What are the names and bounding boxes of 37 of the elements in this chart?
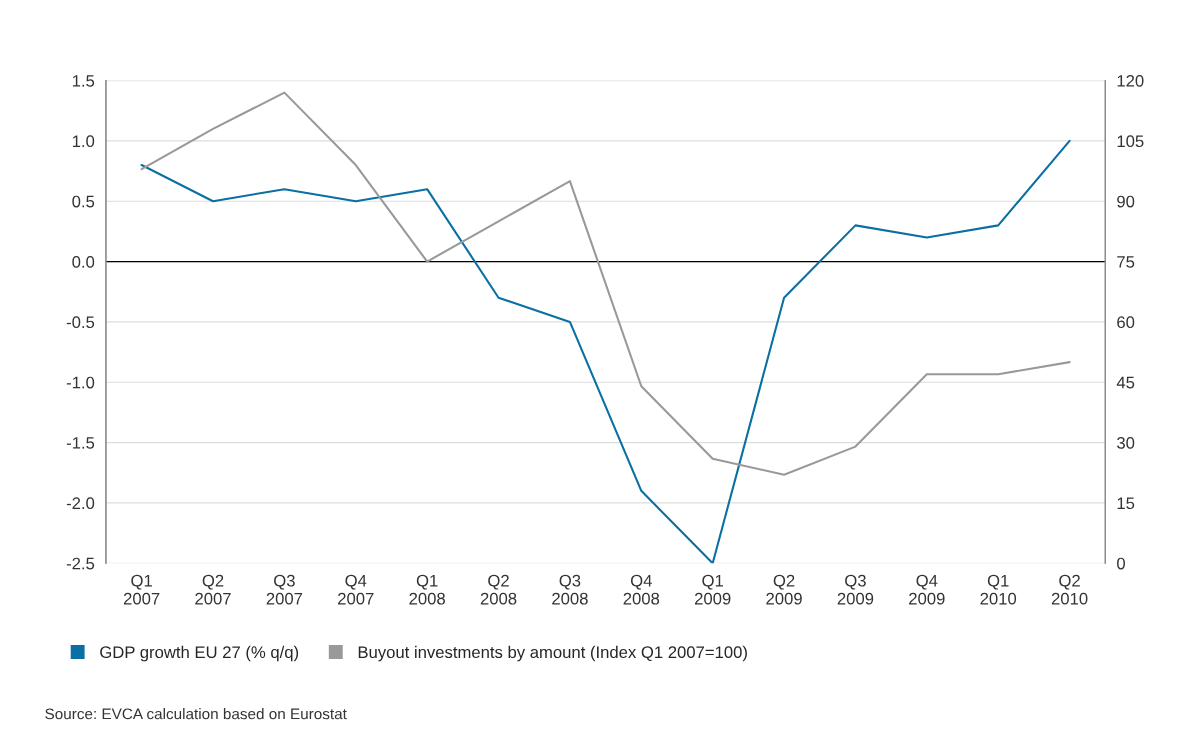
legend-label: GDP growth EU 27 (% q/q) (100, 645, 299, 662)
y2-tick-label: 60 (1117, 316, 1135, 329)
x-tick-label: Q2 2008 (480, 574, 517, 605)
y-tick-label: -1.0 (66, 376, 95, 389)
y-tick-label: 0.5 (72, 195, 95, 208)
x-tick-label: Q2 2009 (766, 574, 802, 605)
y2-tick-label: 0 (1117, 557, 1125, 570)
x-tick-label: Q1 2010 (980, 574, 1017, 605)
x-tick-label: Q4 2008 (623, 574, 660, 605)
y-tick-label: -1.5 (66, 437, 95, 449)
y2-tick-label: 75 (1117, 256, 1135, 268)
y2-tick-label: 15 (1117, 497, 1135, 510)
x-tick-label: Q3 2007 (266, 574, 303, 605)
source-note: Source: EVCA calculation based on Eurostat (45, 708, 347, 720)
x-tick-label: Q4 2007 (338, 574, 374, 605)
line-series (140, 139, 1071, 564)
x-tick-label: Q2 2010 (1051, 574, 1088, 605)
y2-tick-label: 120 (1117, 74, 1144, 87)
x-tick-label: Q1 2007 (123, 574, 160, 605)
legend-label: Buyout investments by amount (Index Q1 2007=100) (358, 645, 747, 662)
y-tick-label: -0.5 (66, 316, 95, 329)
y-tick-label: -2.0 (66, 497, 95, 510)
x-tick-label: Q3 2009 (837, 574, 874, 605)
y-tick-label: 1.5 (72, 75, 95, 87)
y2-tick-label: 90 (1117, 195, 1135, 208)
x-tick-label: Q3 2008 (552, 574, 588, 605)
y2-tick-label: 105 (1117, 135, 1144, 148)
line-series (140, 91, 1071, 476)
y-tick-label: 1.0 (72, 135, 95, 148)
x-tick-label: Q4 2009 (909, 574, 945, 605)
y-tick-label: 0.0 (72, 255, 95, 268)
y2-tick-label: 30 (1117, 436, 1135, 449)
x-tick-label: Q1 2008 (409, 574, 445, 605)
y2-tick-label: 45 (1116, 376, 1135, 389)
y-tick-label: -2.5 (66, 557, 95, 570)
x-tick-label: Q2 2007 (195, 574, 231, 605)
x-tick-label: Q1 2009 (694, 574, 731, 605)
